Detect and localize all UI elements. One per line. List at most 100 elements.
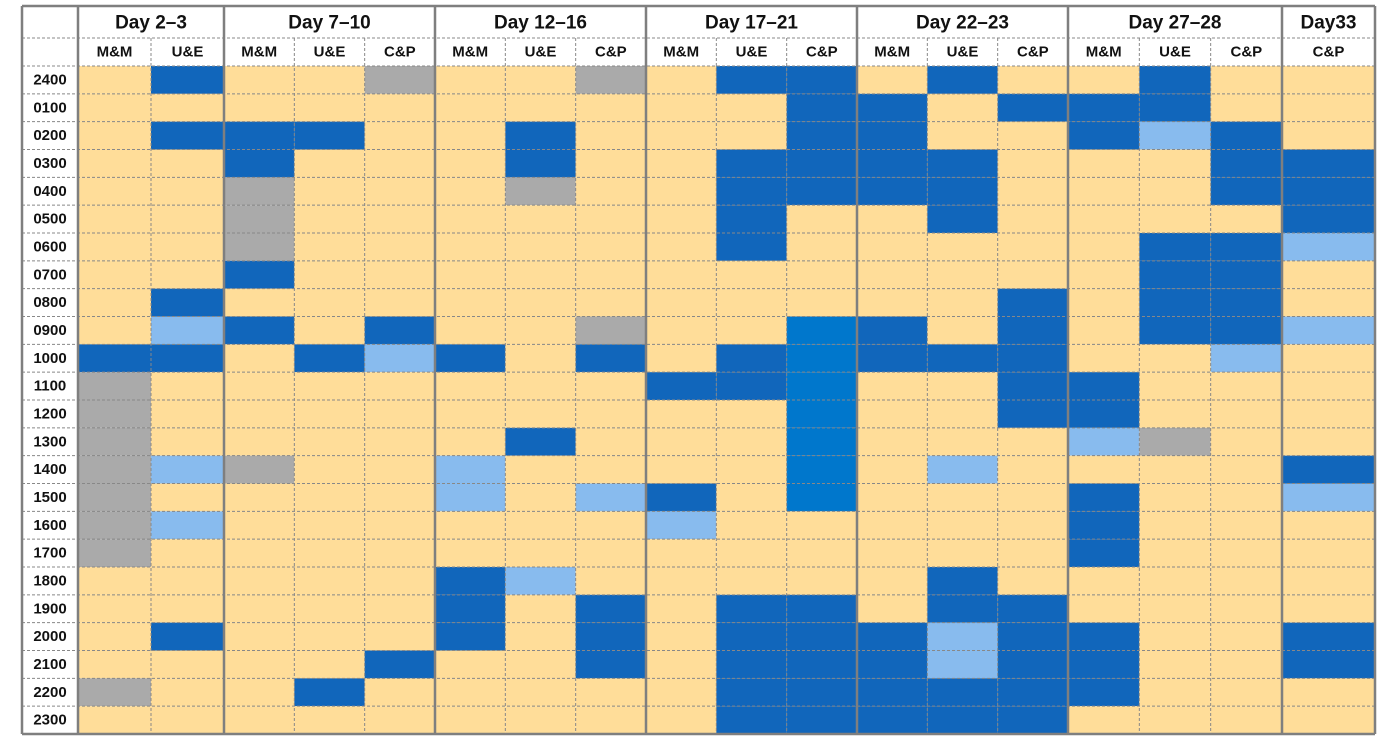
cell	[575, 121, 646, 150]
group-header: Day 27–28	[1129, 13, 1222, 34]
cell	[575, 260, 646, 289]
column-header: C&P	[384, 44, 416, 61]
cell	[294, 650, 365, 679]
cell	[857, 121, 928, 150]
cell	[78, 233, 151, 261]
cell	[1068, 288, 1140, 317]
cell	[364, 121, 435, 150]
cell	[786, 372, 857, 400]
cell	[364, 233, 435, 261]
cell	[151, 344, 224, 373]
cell	[575, 233, 646, 261]
cell	[997, 650, 1068, 679]
row-label: 0700	[33, 266, 66, 283]
cell	[364, 483, 435, 512]
cell	[716, 372, 787, 400]
cell	[1210, 455, 1282, 484]
cell	[1210, 93, 1282, 122]
cell	[927, 427, 998, 456]
cell	[1139, 706, 1211, 734]
cell	[857, 455, 928, 484]
cell	[224, 260, 295, 289]
cell	[364, 622, 435, 651]
cell	[435, 650, 506, 679]
cell	[364, 344, 435, 373]
cell	[505, 93, 576, 122]
cell	[435, 372, 506, 400]
cell	[364, 66, 435, 94]
cell	[78, 427, 151, 456]
cell	[646, 706, 717, 734]
cell	[857, 622, 928, 651]
group-header: Day33	[1301, 13, 1357, 34]
cell	[997, 678, 1068, 707]
cell	[575, 288, 646, 317]
cell	[224, 622, 295, 651]
cell	[151, 594, 224, 623]
cell	[646, 455, 717, 484]
cell	[786, 149, 857, 178]
row-label: 1400	[33, 461, 66, 478]
cell	[1139, 567, 1211, 595]
cell	[646, 594, 717, 623]
cell	[294, 594, 365, 623]
group-header: Day 17–21	[705, 13, 798, 34]
cell	[786, 706, 857, 734]
cell	[224, 205, 295, 233]
cell	[646, 288, 717, 317]
cell	[646, 344, 717, 373]
cell	[78, 288, 151, 317]
cell	[294, 205, 365, 233]
cell	[927, 233, 998, 261]
cell	[716, 66, 787, 94]
cell	[646, 260, 717, 289]
row-label: 1300	[33, 433, 66, 450]
cell	[857, 678, 928, 707]
cell	[1068, 455, 1140, 484]
cell	[927, 706, 998, 734]
cell	[927, 177, 998, 206]
cell	[224, 372, 295, 400]
cell	[786, 66, 857, 94]
cell	[78, 622, 151, 651]
cell	[786, 93, 857, 122]
row-label: 0100	[33, 99, 66, 116]
group-header: Day 7–10	[288, 13, 370, 34]
cell	[857, 372, 928, 400]
cell	[997, 427, 1068, 456]
cell	[505, 372, 576, 400]
cell	[78, 455, 151, 484]
cell	[786, 567, 857, 595]
cell	[927, 344, 998, 373]
column-header: M&M	[452, 44, 488, 61]
cell	[1068, 121, 1140, 150]
cell	[294, 372, 365, 400]
cell	[151, 177, 224, 206]
cell	[1139, 316, 1211, 345]
cell	[927, 205, 998, 233]
cell	[1282, 427, 1375, 456]
cell	[364, 93, 435, 122]
row-label: 0400	[33, 183, 66, 200]
cell	[575, 678, 646, 707]
cell	[1068, 233, 1140, 261]
cell	[1282, 650, 1375, 679]
cell	[997, 455, 1068, 484]
cell	[857, 427, 928, 456]
cell	[1068, 316, 1140, 345]
cell	[78, 121, 151, 150]
cell	[505, 511, 576, 540]
cell	[505, 622, 576, 651]
cell	[716, 260, 787, 289]
cell	[857, 706, 928, 734]
row-label: 0300	[33, 155, 66, 172]
cell	[1282, 594, 1375, 623]
cell	[435, 622, 506, 651]
cell	[1139, 260, 1211, 289]
cell	[716, 149, 787, 178]
cell	[224, 149, 295, 178]
cell	[786, 316, 857, 345]
cell	[294, 539, 365, 567]
cell	[1282, 539, 1375, 567]
cell	[1210, 650, 1282, 679]
